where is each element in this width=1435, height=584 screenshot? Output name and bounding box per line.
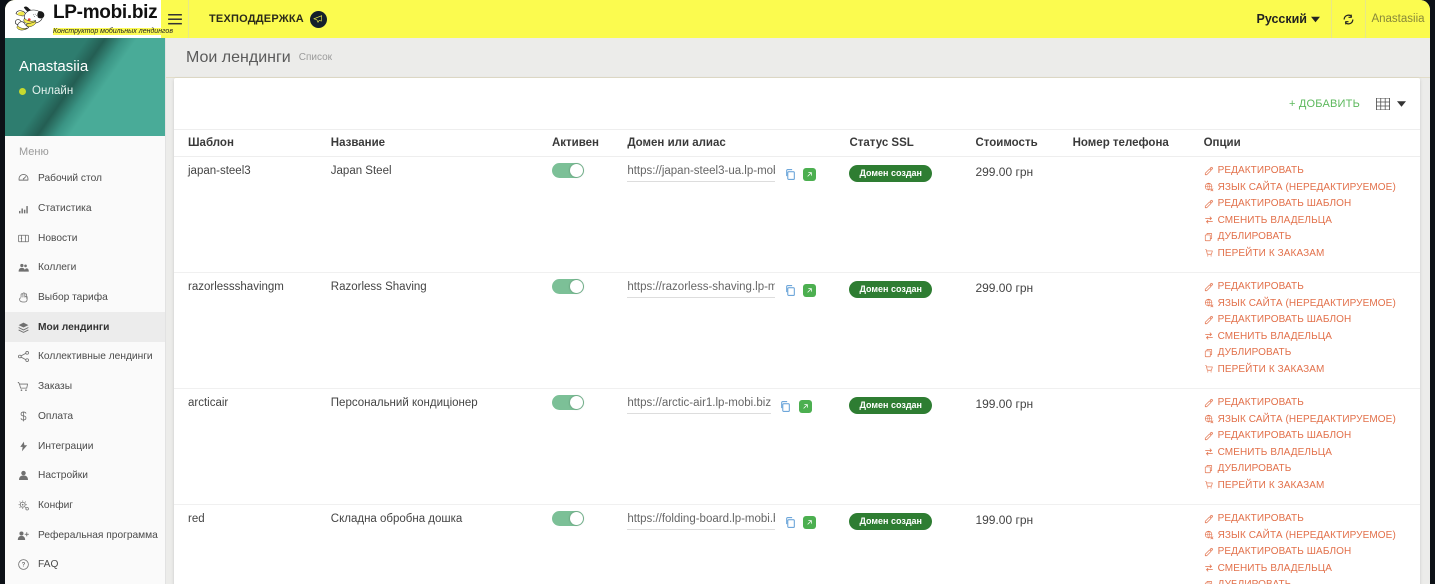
svg-text:?: ? bbox=[22, 562, 26, 569]
